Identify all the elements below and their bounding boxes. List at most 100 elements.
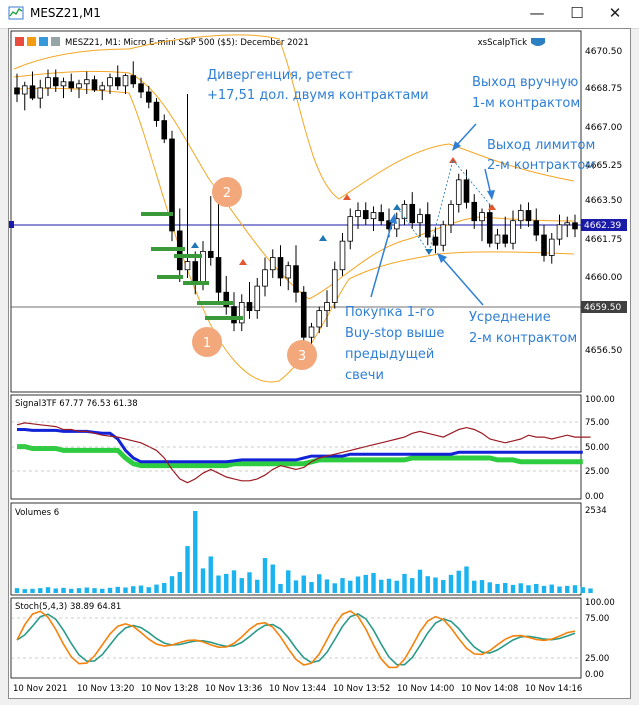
- candle-bear: [362, 210, 369, 220]
- volume-bar: [534, 583, 539, 593]
- volume-bar: [495, 583, 500, 593]
- candle-bear: [161, 120, 168, 140]
- volume-bar: [472, 580, 477, 593]
- volume-bar: [487, 582, 492, 593]
- chart-header-icons[interactable]: [15, 37, 60, 46]
- chart-canvas[interactable]: MESZ21, M1: Micro E-mini S&P 500 ($5): D…: [9, 29, 630, 698]
- oneclick-panel-icon[interactable]: [51, 37, 60, 46]
- stoch-tick: 0.00: [585, 670, 604, 680]
- volume-bar: [503, 582, 508, 593]
- volume-bar: [162, 582, 167, 593]
- oneclick-options-icon[interactable]: [27, 37, 36, 46]
- volume-bar: [115, 586, 120, 593]
- annotation-exit-limit-2: 2-м контрактом: [487, 158, 595, 173]
- level-price-tag: [581, 301, 627, 313]
- candle-bull: [331, 269, 338, 303]
- volume-bar: [123, 587, 128, 593]
- volume-bar: [138, 585, 144, 593]
- volume-bar: [270, 564, 275, 593]
- candle-bear: [432, 236, 439, 246]
- current-price-label: 4662.39: [584, 221, 621, 231]
- volume-bar: [541, 585, 547, 593]
- volume-bar: [193, 511, 198, 593]
- stoch-tick: 100.00: [585, 598, 615, 608]
- minimize-button[interactable]: —: [529, 4, 545, 22]
- candle-bear: [114, 77, 121, 87]
- candle-bull: [262, 269, 268, 287]
- chart-frame[interactable]: MESZ21, M1: Micro E-mini S&P 500 ($5): D…: [8, 28, 631, 699]
- volume-bar: [332, 583, 337, 593]
- candle-bull: [60, 81, 67, 87]
- level-bar: [174, 254, 202, 258]
- volume-bar: [371, 572, 376, 593]
- volume-bars: [14, 511, 593, 593]
- candle-bull: [107, 77, 113, 87]
- volume-bar: [340, 578, 345, 593]
- oneclick-buy-icon[interactable]: [39, 37, 48, 46]
- candle-bear: [29, 85, 36, 99]
- close-button[interactable]: ✕: [608, 4, 622, 22]
- volume-bar: [309, 581, 314, 593]
- price-line-marker[interactable]: [9, 221, 14, 228]
- candle-bear: [409, 203, 416, 224]
- candle-bear: [293, 265, 299, 293]
- price-tick: 4660.00: [585, 273, 622, 283]
- candle-bear: [572, 222, 578, 230]
- volume-bar: [417, 569, 423, 593]
- candle-bull: [21, 85, 28, 95]
- candle-bull: [347, 216, 354, 242]
- stoch-label: Stoch(5,4,3) 38.89 64.81: [15, 602, 121, 612]
- candle-bull: [122, 75, 129, 87]
- stoch-tick: 75.00: [585, 614, 609, 624]
- stoch-signal-line: [16, 613, 576, 666]
- volume-bar: [84, 587, 89, 593]
- oneclick-sell-icon[interactable]: [15, 37, 24, 46]
- price-tick: 4667.00: [585, 123, 622, 133]
- annotation-buy-1: Покупка 1-го: [345, 305, 435, 320]
- signal-blue-line: [17, 428, 583, 464]
- volume-bar: [30, 588, 35, 593]
- candle-bull: [308, 326, 315, 338]
- volume-bar: [53, 588, 58, 593]
- candle-bull: [316, 310, 323, 328]
- volume-bar: [317, 574, 322, 593]
- arrow-head: [437, 253, 447, 263]
- chart-window-icon: [8, 6, 24, 20]
- annotation-buy-4: свечи: [345, 368, 384, 383]
- volume-bar: [69, 588, 74, 593]
- volume-bar: [286, 570, 291, 593]
- signal-maroon-line: [16, 422, 591, 484]
- circle-2: [212, 177, 242, 207]
- candle-bear: [207, 250, 214, 258]
- candle-bull: [401, 203, 408, 220]
- signal-label: Signal3TF 67.77 76.53 61.38: [15, 399, 138, 409]
- volume-bar: [588, 588, 593, 593]
- candle-bull: [269, 257, 276, 271]
- maximize-button[interactable]: ☐: [570, 4, 584, 22]
- signal-green-line: [17, 444, 583, 469]
- annotation-buy-3: предыдущей: [345, 347, 434, 362]
- candle-bull: [285, 265, 292, 279]
- time-label: 10 Nov 2021: [13, 684, 67, 694]
- volume-bar: [61, 587, 66, 593]
- stoch-tick: 25.00: [585, 654, 609, 664]
- candle-bear: [130, 75, 137, 85]
- volume-bar: [379, 579, 384, 593]
- volume-bar: [185, 546, 190, 593]
- candle-bull: [254, 285, 261, 312]
- signal-tick: 100.00: [585, 395, 615, 405]
- candlestick-series: [14, 61, 578, 352]
- candle-bull: [479, 212, 485, 222]
- signal-tick: 0.00: [585, 492, 604, 502]
- candle-bear: [14, 87, 20, 95]
- candle-bear: [52, 77, 59, 87]
- volume-bar: [22, 589, 27, 593]
- volume-bar: [433, 577, 438, 593]
- signal3tf-lines: [16, 422, 591, 484]
- candle-bear: [138, 83, 144, 93]
- candle-bear: [91, 79, 98, 91]
- signal-tick: 25.00: [585, 467, 609, 477]
- volume-bar: [510, 584, 516, 593]
- annotation-buy-2: Buy-stop выше: [345, 326, 444, 341]
- volume-bar: [76, 588, 82, 593]
